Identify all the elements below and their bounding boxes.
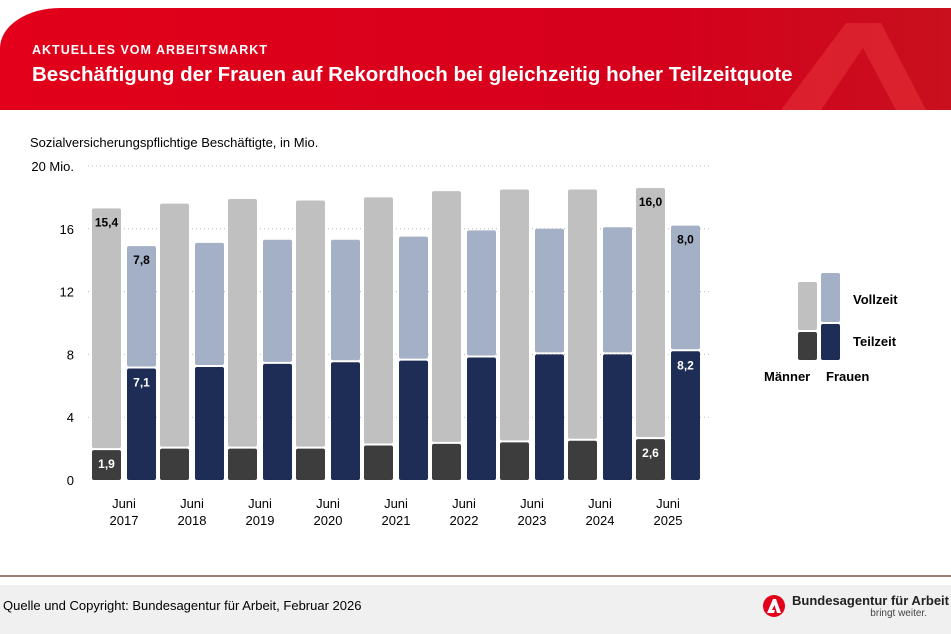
x-tick-label: Juni (112, 496, 136, 511)
x-tick-label: Juni (384, 496, 408, 511)
bar-frauen-vollzeit (331, 239, 360, 361)
data-label: 7,1 (133, 376, 150, 390)
data-label: 8,0 (677, 233, 694, 247)
bar-frauen-teilzeit (467, 357, 496, 480)
y-tick-label: 0 (67, 473, 74, 488)
bar-maenner-vollzeit (636, 187, 665, 438)
x-tick-label: Juni (452, 496, 476, 511)
legend-maenner: Männer (764, 369, 810, 384)
legend-frauen: Frauen (826, 369, 869, 384)
bar-frauen-vollzeit (127, 246, 156, 367)
bar-maenner-teilzeit (296, 448, 325, 480)
data-label: 16,0 (639, 195, 663, 209)
page-title: Beschäftigung der Frauen auf Rekordhoch … (32, 63, 793, 86)
x-tick-label: 2018 (178, 513, 207, 528)
footer: Quelle und Copyright: Bundesagentur für … (0, 585, 951, 634)
x-tick-label: Juni (180, 496, 204, 511)
x-tick-label: 2017 (110, 513, 139, 528)
y-axis-label: Sozialversicherungspflichtige Beschäftig… (30, 135, 319, 150)
bar-maenner-teilzeit (92, 450, 121, 480)
data-label: 15,4 (95, 215, 119, 229)
bar-maenner-teilzeit (432, 443, 461, 480)
x-tick-label: Juni (248, 496, 272, 511)
y-tick-label: 20 Mio. (31, 159, 74, 174)
y-tick-label: 12 (60, 285, 74, 300)
legend-maenner-teilzeit (798, 332, 817, 360)
bar-frauen-vollzeit (399, 236, 428, 359)
bar-frauen-vollzeit (467, 230, 496, 356)
bar-frauen-teilzeit (331, 362, 360, 480)
bar-maenner-vollzeit (296, 200, 325, 447)
data-label: 8,2 (677, 358, 694, 372)
bar-frauen-vollzeit (195, 242, 224, 365)
bar-frauen-teilzeit (671, 351, 700, 480)
source-text: Quelle und Copyright: Bundesagentur für … (3, 598, 362, 613)
brand: Bundesagentur für Arbeit bringt weiter. (762, 593, 949, 619)
bar-frauen-vollzeit (535, 228, 564, 353)
x-tick-label: 2022 (450, 513, 479, 528)
x-tick-label: Juni (588, 496, 612, 511)
bar-maenner-teilzeit (160, 448, 189, 480)
data-label: 2,6 (642, 446, 659, 460)
bar-frauen-vollzeit (603, 227, 632, 353)
data-label: 7,8 (133, 253, 150, 267)
bar-maenner-vollzeit (92, 208, 121, 449)
bar-frauen-teilzeit (603, 354, 632, 480)
brand-logo-icon (763, 595, 786, 617)
x-tick-label: 2024 (586, 513, 615, 528)
bar-frauen-vollzeit (671, 225, 700, 350)
footer-divider (0, 575, 951, 577)
chart: 0 4 8 12 16 20 Mio. Juni 2017 Juni 2018 Juni 2019 Ju… (31, 159, 898, 528)
bar-maenner-teilzeit (228, 448, 257, 480)
bar-maenner-teilzeit (568, 440, 597, 480)
x-tick-label: 2025 (654, 513, 683, 528)
legend-frauen-vollzeit (821, 273, 840, 322)
x-tick-label: 2023 (518, 513, 547, 528)
legend-teilzeit: Teilzeit (853, 334, 897, 349)
bar-maenner-teilzeit (500, 442, 529, 480)
x-tick-label: 2021 (382, 513, 411, 528)
bar-maenner-vollzeit (364, 197, 393, 444)
x-tick-label: Juni (656, 496, 680, 511)
bar-frauen-vollzeit (263, 239, 292, 362)
bar-frauen-teilzeit (399, 360, 428, 480)
data-label: 1,9 (98, 457, 115, 471)
x-tick-label: 2019 (246, 513, 275, 528)
legend-maenner-vollzeit (798, 282, 817, 330)
bar-maenner-vollzeit (432, 191, 461, 442)
brand-logo-watermark-icon (781, 23, 926, 110)
bar-maenner-vollzeit (228, 198, 257, 447)
bar-frauen-teilzeit (263, 363, 292, 480)
brand-tagline: bringt weiter. (870, 608, 927, 619)
header-kicker: AKTUELLES VOM ARBEITSMARKT (32, 43, 268, 57)
bar-maenner-teilzeit (364, 445, 393, 480)
bar-maenner-teilzeit (636, 439, 665, 480)
bar-maenner-vollzeit (160, 203, 189, 447)
bar-maenner-vollzeit (500, 189, 529, 441)
legend-vollzeit: Vollzeit (853, 292, 898, 307)
x-tick-label: Juni (316, 496, 340, 511)
bar-frauen-teilzeit (535, 354, 564, 480)
legend-frauen-teilzeit (821, 324, 840, 360)
bar-frauen-teilzeit (195, 366, 224, 480)
y-tick-label: 8 (67, 347, 74, 362)
y-tick-label: 4 (67, 410, 74, 425)
x-tick-label: 2020 (314, 513, 343, 528)
bar-frauen-teilzeit (127, 368, 156, 480)
header-banner: AKTUELLES VOM ARBEITSMARKT Beschäftigung… (0, 8, 951, 110)
brand-name: Bundesagentur für Arbeit (792, 593, 949, 608)
x-tick-label: Juni (520, 496, 544, 511)
y-tick-label: 16 (60, 222, 74, 237)
bar-maenner-vollzeit (568, 189, 597, 439)
